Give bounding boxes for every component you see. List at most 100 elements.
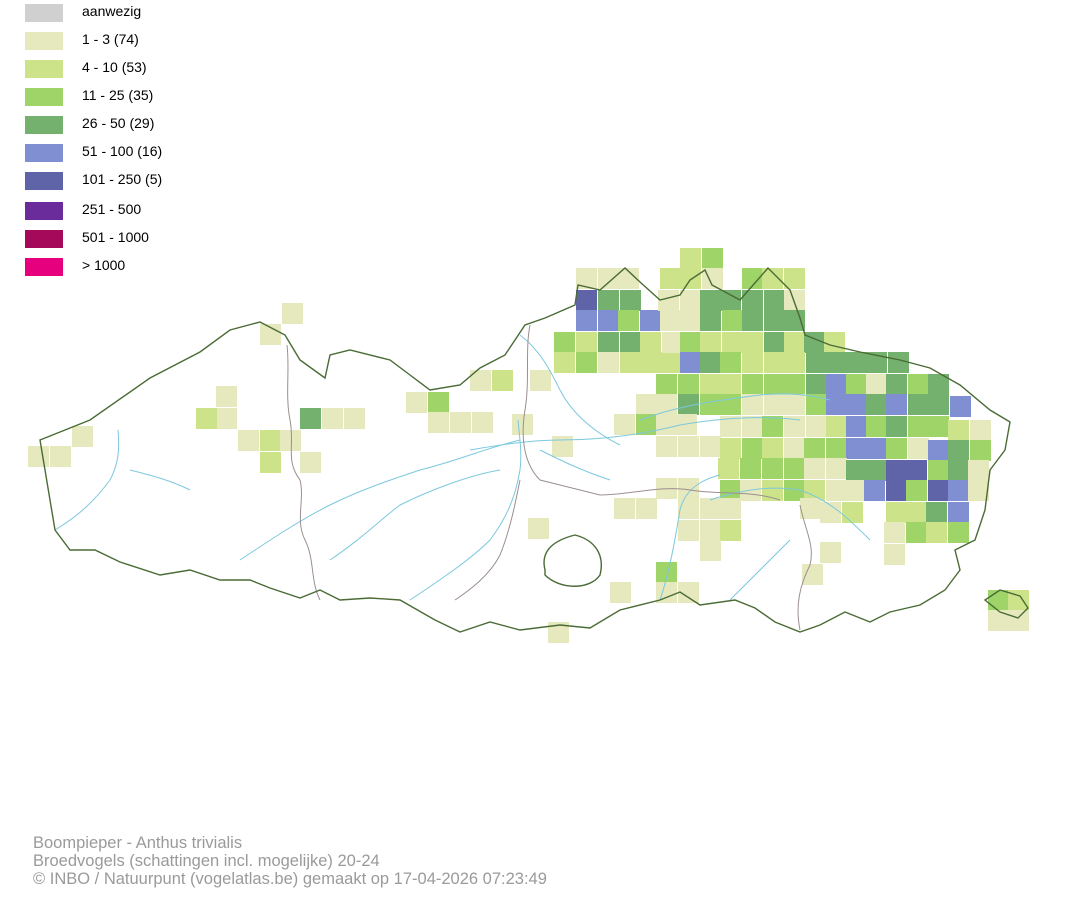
grid-cell (656, 374, 677, 395)
grid-cell (700, 310, 721, 331)
grid-cell (928, 416, 949, 437)
grid-cell (826, 438, 847, 459)
grid-cell (764, 374, 785, 395)
grid-cell (662, 332, 683, 353)
species-title: Boompieper - Anthus trivialis (33, 834, 243, 852)
grid-cell (742, 352, 763, 373)
grid-cell (722, 332, 743, 353)
grid-cell (492, 370, 513, 391)
grid-cell (804, 480, 825, 501)
grid-cell (720, 480, 741, 501)
grid-cell (72, 426, 93, 447)
grid-cell (530, 370, 551, 391)
grid-cell (970, 440, 991, 461)
grid-cell (656, 414, 677, 435)
grid-cell (886, 480, 907, 501)
grid-cells (28, 248, 1029, 643)
grid-cell (678, 436, 699, 457)
grid-cell (656, 562, 677, 583)
grid-cell (680, 268, 701, 289)
grid-cell (702, 248, 723, 269)
grid-cell (906, 502, 927, 523)
grid-cell (720, 394, 741, 415)
grid-cell (700, 520, 721, 541)
grid-cell (676, 414, 697, 435)
legend-swatch (25, 144, 63, 162)
grid-cell (742, 438, 763, 459)
grid-cell (806, 374, 827, 395)
grid-cell (344, 408, 365, 429)
grid-cell (576, 290, 597, 311)
grid-cell (552, 436, 573, 457)
grid-cell (614, 414, 635, 435)
grid-cell (28, 446, 49, 467)
grid-cell (680, 290, 701, 311)
grid-cell (640, 310, 661, 331)
grid-cell (948, 522, 969, 543)
grid-cell (554, 332, 575, 353)
grid-cell (928, 394, 949, 415)
grid-cell (762, 268, 783, 289)
grid-cell (598, 310, 619, 331)
grid-cell (300, 452, 321, 473)
grid-cell (784, 480, 805, 501)
grid-cell (762, 458, 783, 479)
grid-cell (846, 416, 867, 437)
grid-cell (926, 522, 947, 543)
grid-cell (678, 374, 699, 395)
grid-cell (764, 352, 785, 373)
grid-cell (720, 374, 741, 395)
copyright-note: © INBO / Natuurpunt (vogelatlas.be) gema… (33, 870, 547, 888)
grid-cell (678, 498, 699, 519)
grid-cell (216, 386, 237, 407)
legend-label: 11 - 25 (35) (82, 87, 154, 103)
legend-swatch (25, 172, 63, 190)
grid-cell (886, 438, 907, 459)
grid-cell (678, 478, 699, 499)
grid-cell (948, 480, 969, 501)
grid-cell (802, 564, 823, 585)
grid-cell (680, 352, 701, 373)
grid-cell (742, 374, 763, 395)
legend-item: 1 - 3 (74) (25, 31, 225, 50)
grid-cell (950, 396, 971, 417)
grid-cell (764, 310, 785, 331)
grid-cell (908, 416, 929, 437)
grid-cell (470, 370, 491, 391)
grid-cell (576, 310, 597, 331)
grid-cell (846, 460, 867, 481)
grid-cell (884, 544, 905, 565)
grid-cell (742, 290, 763, 311)
legend-label: 501 - 1000 (82, 229, 149, 245)
flanders-outline (39, 266, 1029, 633)
grid-cell (804, 458, 825, 479)
grid-cell (576, 352, 597, 373)
grid-cell (216, 408, 237, 429)
grid-cell (300, 408, 321, 429)
grid-cell (680, 310, 701, 331)
grid-cell (928, 480, 949, 501)
grid-cell (554, 352, 575, 373)
grid-cell (742, 332, 763, 353)
grid-cell (908, 394, 929, 415)
legend-swatch (25, 60, 63, 78)
grid-cell (826, 480, 847, 501)
grid-cell (660, 268, 681, 289)
legend-swatch (25, 116, 63, 134)
grid-cell (842, 502, 863, 523)
grid-cell (614, 498, 635, 519)
grid-cell (824, 332, 845, 353)
grid-cell (618, 310, 639, 331)
grid-cell (866, 374, 887, 395)
legend-item: 26 - 50 (29) (25, 115, 225, 134)
grid-cell (866, 416, 887, 437)
grid-cell (196, 408, 217, 429)
legend-item: > 1000 (25, 257, 225, 276)
grid-cell (282, 303, 303, 324)
grid-cell (784, 438, 805, 459)
dataset-subtitle: Broedvogels (schattingen incl. mogelijke… (33, 852, 380, 870)
grid-cell (680, 248, 701, 269)
grid-cell (784, 352, 805, 373)
grid-cell (598, 268, 619, 289)
